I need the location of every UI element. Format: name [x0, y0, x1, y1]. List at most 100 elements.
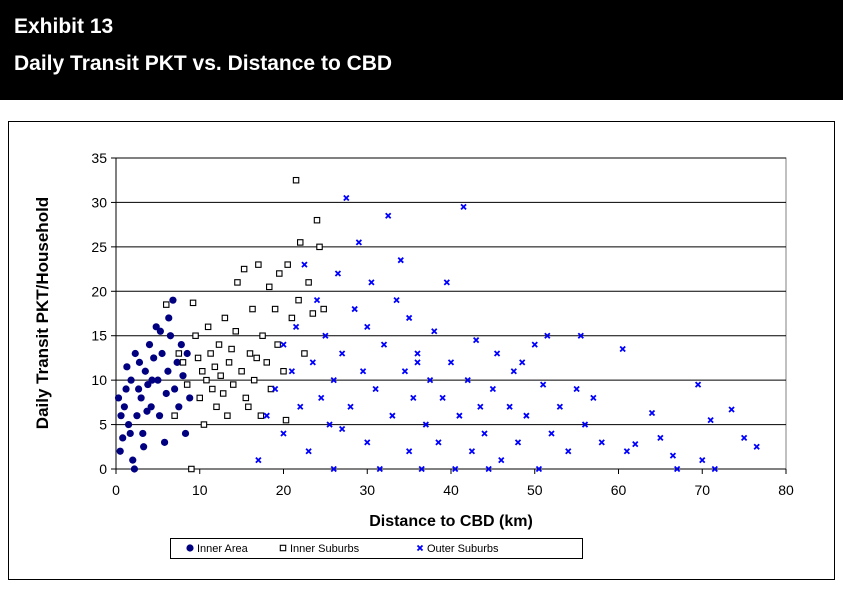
- point: [164, 367, 172, 375]
- y-tick-label: 35: [91, 150, 107, 166]
- point: [141, 367, 149, 375]
- y-tick-label: 5: [99, 417, 107, 433]
- y-tick-label: 0: [99, 461, 107, 477]
- point: [632, 440, 639, 448]
- point: [456, 412, 463, 419]
- chart-title: Daily Transit PKT vs. Distance to CBD: [14, 52, 392, 75]
- point: [368, 279, 375, 286]
- point: [447, 359, 455, 366]
- point: [160, 438, 169, 446]
- point: [179, 372, 187, 380]
- point: [389, 412, 396, 419]
- point: [163, 301, 170, 308]
- point: [274, 341, 281, 348]
- point: [173, 358, 181, 366]
- point: [711, 465, 718, 473]
- point: [135, 385, 143, 393]
- point: [418, 465, 425, 473]
- point: [137, 394, 145, 402]
- point: [284, 261, 291, 268]
- x-tick-label: 70: [694, 482, 710, 498]
- point: [292, 176, 300, 184]
- point: [330, 465, 337, 473]
- point: [192, 332, 199, 339]
- point: [232, 328, 240, 335]
- point: [130, 465, 139, 473]
- x-tick-label: 80: [778, 482, 794, 498]
- point: [305, 448, 312, 455]
- point: [707, 416, 714, 424]
- point: [322, 332, 329, 339]
- point: [397, 257, 404, 264]
- point: [114, 394, 123, 402]
- point: [343, 194, 350, 202]
- point: [472, 337, 480, 344]
- point: [556, 403, 564, 410]
- point: [619, 345, 626, 353]
- point: [316, 243, 323, 251]
- header-bar: [0, 0, 843, 100]
- point: [393, 297, 400, 304]
- point: [255, 261, 262, 268]
- point: [280, 341, 287, 348]
- point: [728, 406, 735, 413]
- point: [169, 296, 177, 304]
- point: [253, 354, 260, 362]
- point: [166, 332, 175, 340]
- point: [443, 279, 450, 286]
- point: [280, 430, 287, 437]
- point: [452, 465, 459, 473]
- point: [126, 429, 134, 438]
- point: [464, 377, 471, 384]
- point: [544, 332, 551, 339]
- point: [276, 270, 283, 277]
- point: [359, 368, 367, 375]
- point: [183, 349, 191, 358]
- point: [207, 350, 214, 357]
- point: [156, 327, 164, 335]
- y-tick-label: 25: [91, 239, 107, 255]
- x-tick-label: 20: [276, 482, 292, 498]
- point: [296, 239, 304, 246]
- point: [225, 359, 233, 366]
- legend-marker: [416, 544, 424, 552]
- point: [318, 394, 325, 402]
- point: [673, 465, 681, 473]
- point: [535, 465, 543, 473]
- point: [282, 416, 290, 424]
- point: [280, 368, 287, 375]
- point: [320, 305, 327, 313]
- point: [435, 439, 442, 446]
- point: [230, 381, 237, 388]
- point: [240, 265, 248, 273]
- point: [401, 368, 409, 375]
- point: [234, 279, 241, 286]
- point: [305, 279, 312, 286]
- point: [119, 434, 127, 442]
- point: [577, 332, 584, 339]
- point: [263, 412, 270, 419]
- legend-marker: [186, 544, 194, 552]
- point: [485, 465, 492, 473]
- point: [171, 385, 179, 393]
- point: [548, 430, 555, 437]
- point: [242, 394, 250, 402]
- point: [405, 314, 413, 322]
- y-tick-label: 15: [91, 328, 107, 344]
- point: [565, 448, 572, 455]
- point: [175, 350, 183, 357]
- point: [439, 394, 446, 402]
- point: [380, 341, 388, 348]
- exhibit-label: Exhibit 13: [14, 15, 113, 38]
- point: [414, 350, 421, 357]
- point: [127, 376, 135, 384]
- point: [539, 381, 547, 388]
- point: [338, 350, 346, 357]
- point: [481, 430, 488, 437]
- point: [245, 403, 252, 411]
- point: [598, 439, 605, 446]
- point: [266, 283, 273, 291]
- point: [297, 403, 304, 410]
- point: [135, 358, 144, 366]
- point: [179, 359, 187, 366]
